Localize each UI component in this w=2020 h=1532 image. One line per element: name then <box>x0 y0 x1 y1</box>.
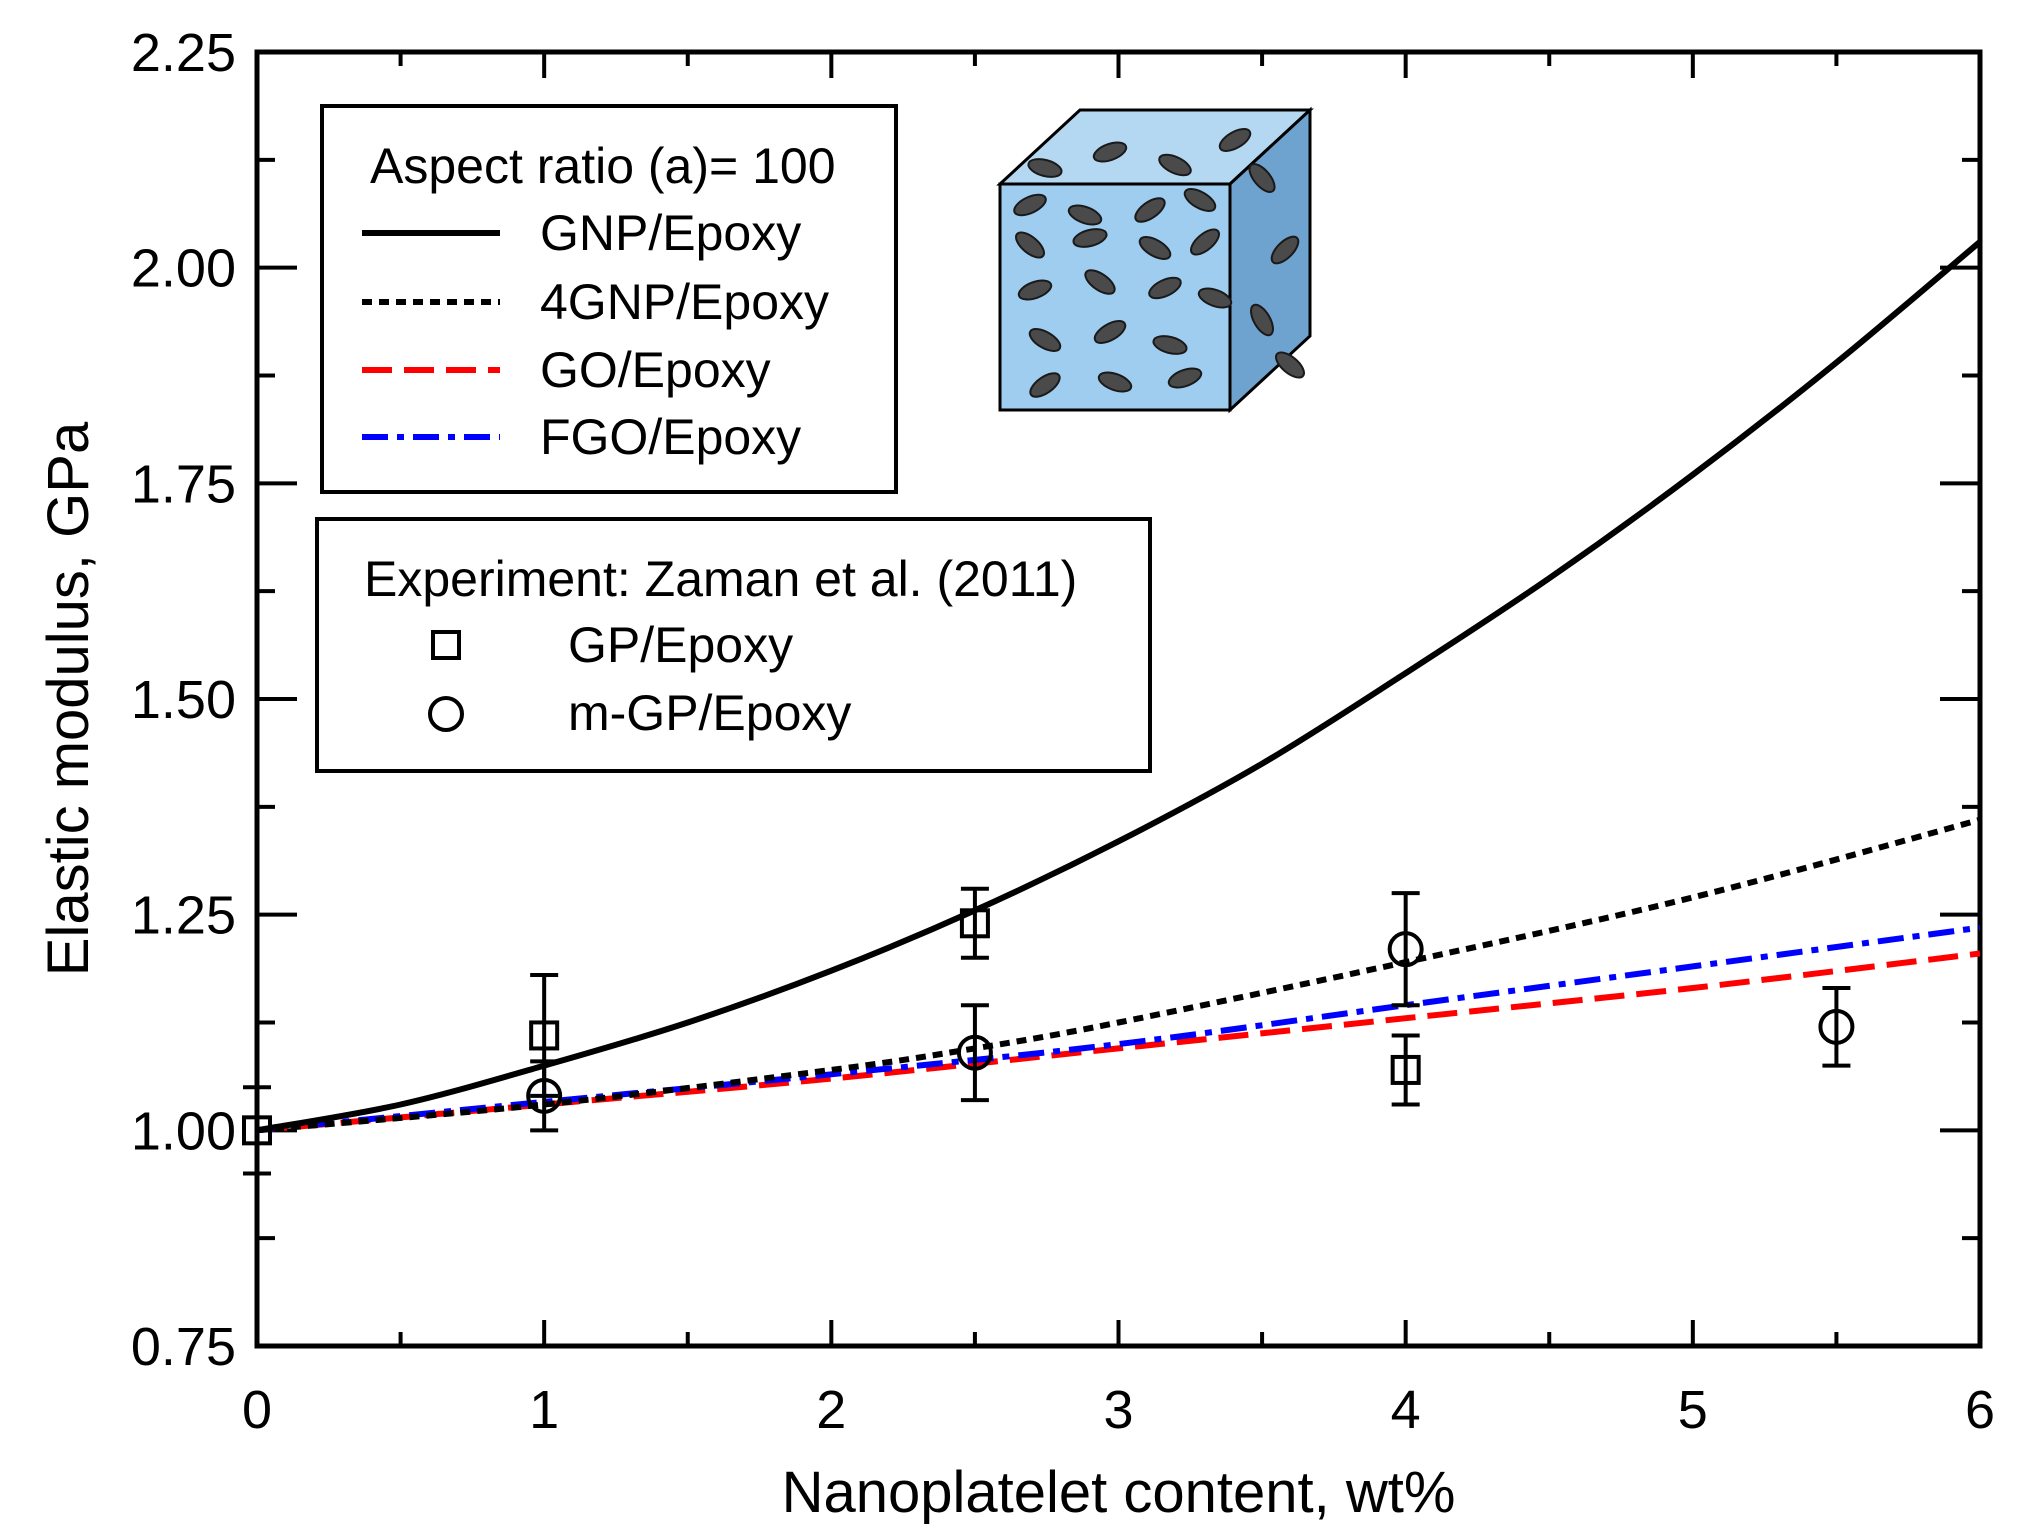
model-legend-title: Aspect ratio (a)= 100 <box>370 138 836 194</box>
experiment-legend-title: Experiment: Zaman et al. (2011) <box>364 551 1077 607</box>
experiment-legend: Experiment: Zaman et al. (2011) GP/Epoxy… <box>315 517 1152 773</box>
legend-label-4gnp: 4GNP/Epoxy <box>540 274 829 330</box>
x-axis-title: Nanoplatelet content, wt% <box>782 1460 1456 1525</box>
series-line-4gnp-epoxy <box>257 816 1980 1134</box>
platelet <box>1152 335 1188 355</box>
platelet <box>1158 153 1192 177</box>
platelet <box>1013 193 1047 217</box>
series-line-go-epoxy <box>257 950 1980 1134</box>
legend-label-mgp: m-GP/Epoxy <box>568 685 851 741</box>
data-point-gp-epoxy <box>242 1115 272 1146</box>
x-tick-label: 1 <box>529 1380 559 1440</box>
x-tick-label: 4 <box>1391 1380 1421 1440</box>
data-point-gp-epoxy <box>1390 1054 1421 1085</box>
platelet <box>1274 351 1306 379</box>
platelet <box>1218 128 1252 152</box>
x-tick-label: 0 <box>242 1380 272 1440</box>
x-tick-label: 2 <box>816 1380 846 1440</box>
platelet <box>1189 228 1221 256</box>
series-line-fgo-epoxy <box>257 924 1980 1134</box>
platelet <box>1167 367 1203 389</box>
platelet <box>1027 158 1063 178</box>
platelet <box>1248 162 1276 194</box>
y-tick-label: 0.75 <box>131 1317 236 1377</box>
data-point-m-gp-epoxy <box>956 1034 993 1071</box>
platelets <box>1013 128 1306 398</box>
platelet <box>1134 197 1166 223</box>
platelet <box>1092 141 1128 163</box>
platelet <box>1183 188 1217 212</box>
platelet <box>1084 269 1116 295</box>
platelet <box>1148 276 1182 300</box>
data-point-gp-epoxy <box>529 1020 560 1051</box>
data-point-m-gp-epoxy <box>526 1077 563 1114</box>
platelet <box>1017 279 1053 301</box>
platelet <box>1138 236 1172 260</box>
platelet <box>1250 303 1274 337</box>
legend-label-go: GO/Epoxy <box>540 342 771 398</box>
y-axis-title: Elastic modulus, GPa <box>36 421 101 976</box>
plot-layer: 0 1 2 3 4 5 6 0.75 1.00 1.25 1.50 1.75 2.00 2.25 Nanop… <box>36 23 1995 1525</box>
composite-cube-illustration <box>996 106 1314 414</box>
platelet <box>1097 371 1133 393</box>
data-point-gp-epoxy <box>959 908 990 939</box>
y-tick-label: 1.25 <box>131 886 236 946</box>
y-tick-label: 2.25 <box>131 23 236 83</box>
x-tick-label: 5 <box>1678 1380 1708 1440</box>
data-point-m-gp-epoxy <box>1818 1008 1855 1045</box>
platelet <box>1072 228 1108 248</box>
x-tick-label: 3 <box>1103 1380 1133 1440</box>
y-tick-label: 1.00 <box>131 1101 236 1161</box>
data-point-m-gp-epoxy <box>1387 931 1424 968</box>
platelet <box>1270 235 1300 265</box>
legend-label-gnp: GNP/Epoxy <box>540 205 801 261</box>
legend-label-gp: GP/Epoxy <box>568 617 793 673</box>
y-tick-label: 1.75 <box>131 454 236 514</box>
model-legend: Aspect ratio (a)= 100 GNP/Epoxy 4GNP/Epo… <box>320 104 898 494</box>
y-tick-label: 2.00 <box>131 239 236 299</box>
y-tick-label: 1.50 <box>131 670 236 730</box>
legend-label-fgo: FGO/Epoxy <box>540 409 801 465</box>
platelet <box>1093 320 1127 344</box>
platelet <box>1067 204 1103 226</box>
platelet <box>1029 372 1061 398</box>
platelet <box>1197 287 1233 309</box>
platelet <box>1028 328 1062 352</box>
legend-marker-square <box>431 630 461 660</box>
x-tick-label: 6 <box>1965 1380 1995 1440</box>
legend-marker-circle <box>428 696 464 732</box>
platelet <box>1014 231 1046 259</box>
